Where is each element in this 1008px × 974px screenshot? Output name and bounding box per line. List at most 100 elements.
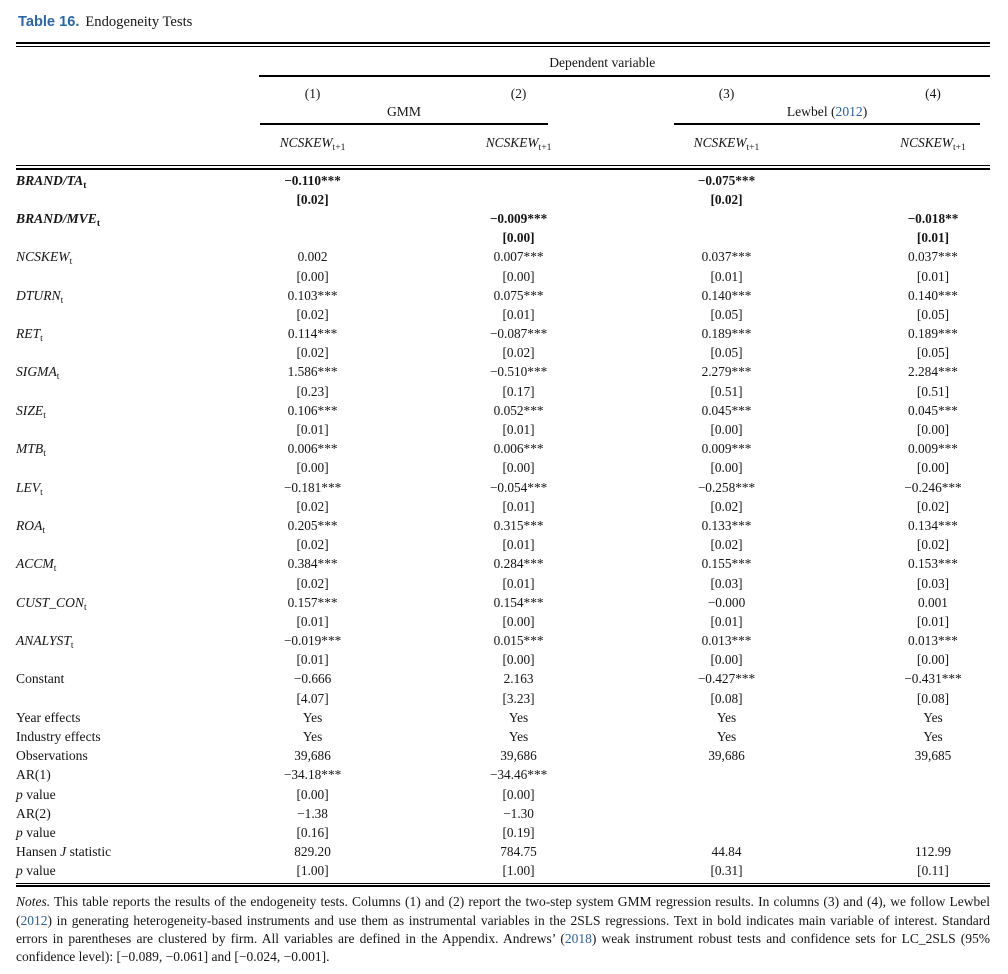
group-lewbel: Lewbel (2012) <box>577 103 990 125</box>
cell-value: −0.019*** <box>283 633 342 649</box>
row-label: AR(1) <box>16 765 165 784</box>
row-label: SIGMAt <box>16 362 165 386</box>
group-gmm: GMM <box>165 103 577 125</box>
row-label: LEVt <box>16 478 165 502</box>
cell-value: [0.05] <box>916 345 950 361</box>
table-row: MTBt 0.006*** 0.006*** 0.009*** 0.009*** <box>16 439 990 459</box>
cell-value: [0.01] <box>502 575 535 591</box>
cell-value: 112.99 <box>914 844 952 860</box>
cell-value: 0.284*** <box>493 556 544 572</box>
table-row: p value [0.00] [0.00] <box>16 785 990 804</box>
cell-value: 39,686 <box>708 748 745 764</box>
table-row: AR(1) −34.18*** −34.46*** <box>16 765 990 784</box>
cell-value: −34.46*** <box>489 767 548 783</box>
cell-value: [0.00] <box>502 268 535 284</box>
spacer-cell <box>16 54 165 77</box>
cell-value: −0.087*** <box>489 326 548 342</box>
cell-value: 0.006*** <box>493 441 544 457</box>
table-row: [0.02] [0.02] <box>16 190 990 209</box>
table-row: ACCMt 0.384*** 0.284*** 0.155*** 0.153*** <box>16 554 990 574</box>
cell-value: 0.154*** <box>493 594 544 610</box>
column-head-variable: NCSKEW <box>693 134 747 150</box>
table-row: [0.00] [0.00] [0.00] [0.00] <box>16 458 990 477</box>
cell-value: [0.08] <box>916 690 950 706</box>
cell-value: [0.01] <box>916 268 950 284</box>
table-row: ANALYSTt −0.019*** 0.015*** 0.013*** 0.013**… <box>16 631 990 652</box>
cell-value: [0.00] <box>502 460 535 476</box>
cell-value: 2.284*** <box>908 364 958 380</box>
cell-value: 1.586*** <box>287 364 338 380</box>
cell-value: 0.114*** <box>287 326 338 342</box>
table-row: NCSKEWt 0.002 0.007*** 0.037*** 0.037*** <box>16 247 990 267</box>
table-row: ROAt 0.205*** 0.315*** 0.133*** 0.134*** <box>16 516 990 536</box>
cell-value: 784.75 <box>500 844 537 860</box>
cell-value: [3.23] <box>502 690 535 706</box>
cell-value: [0.02] <box>296 306 329 322</box>
cell-value <box>577 804 876 823</box>
row-label: RETt <box>16 324 165 348</box>
cell-value: −0.427*** <box>697 671 756 687</box>
row-label <box>16 343 165 362</box>
cell-value <box>165 228 460 247</box>
cell-value: 0.103*** <box>287 287 338 303</box>
cell-value: Yes <box>923 729 943 745</box>
table-row: RETt 0.114*** −0.087*** 0.189*** 0.189*** <box>16 324 990 344</box>
cell-value: [0.02] <box>296 498 329 514</box>
text-segment: statistic <box>66 844 112 860</box>
cell-value: −0.075*** <box>697 172 756 188</box>
cell-value <box>460 190 577 209</box>
column-head-variable: NCSKEW <box>279 134 333 150</box>
column-head-variable: NCSKEW <box>900 134 953 150</box>
citation-link[interactable]: 2012 <box>835 103 863 119</box>
column-head: NCSKEWt+1 <box>165 134 460 156</box>
dependent-variable-cell: Dependent variable <box>165 54 990 77</box>
column-number: (3) <box>718 85 735 101</box>
table-row: [0.01] [0.00] [0.00] [0.00] <box>16 650 990 669</box>
cell-value: [0.00] <box>296 460 329 476</box>
cell-value <box>577 228 876 247</box>
text-segment: J <box>60 844 67 860</box>
cell-value: [0.00] <box>502 652 535 668</box>
row-label <box>16 458 165 477</box>
cell-value: −0.666 <box>293 671 332 687</box>
row-label: CUST_CONt <box>16 593 165 617</box>
cell-value: [1.00] <box>296 863 329 879</box>
cell-value: Yes <box>302 729 323 745</box>
table-row: [0.01] [0.00] [0.01] [0.01] <box>16 612 990 631</box>
text-segment: t <box>70 640 74 652</box>
cell-value: [0.00] <box>502 613 535 629</box>
cell-value <box>876 190 990 209</box>
cell-value: [0.02] <box>296 537 329 553</box>
cell-value: [0.02] <box>296 575 329 591</box>
row-label <box>16 497 165 516</box>
text-segment: ) <box>862 103 868 119</box>
cell-value: 0.140*** <box>908 287 958 303</box>
cell-value: [0.19] <box>502 824 535 840</box>
column-head-subscript: t+1 <box>332 141 346 153</box>
table-row: [0.01] [0.01] [0.00] [0.00] <box>16 420 990 439</box>
table-row: p value [0.16] [0.19] <box>16 823 990 842</box>
text-segment: NCSKEW <box>16 249 70 265</box>
row-label <box>16 305 165 324</box>
column-head: NCSKEWt+1 <box>460 134 577 156</box>
header-bottom-rule <box>16 164 990 170</box>
cell-value: 0.155*** <box>701 556 752 572</box>
text-segment: ) weak instrument robust tests and confi… <box>16 930 990 965</box>
cell-value: [0.01] <box>916 613 950 629</box>
row-label <box>16 420 165 439</box>
cell-value: Yes <box>508 729 529 745</box>
cell-value: 0.153*** <box>908 556 958 572</box>
cell-value: −0.009*** <box>489 210 548 226</box>
row-label: p value <box>16 823 165 842</box>
citation-link[interactable]: 2018 <box>564 930 592 946</box>
cell-value: 0.037*** <box>908 249 958 265</box>
row-label: DTURNt <box>16 286 165 310</box>
column-number: (2) <box>510 85 527 101</box>
cell-value: [0.00] <box>710 652 743 668</box>
citation-link[interactable]: 2012 <box>20 912 48 928</box>
text-segment: Industry effects <box>16 729 101 745</box>
row-label: Year effects <box>16 708 165 727</box>
cell-value: −1.38 <box>297 805 328 821</box>
dependent-variable-label: Dependent variable <box>549 54 656 70</box>
